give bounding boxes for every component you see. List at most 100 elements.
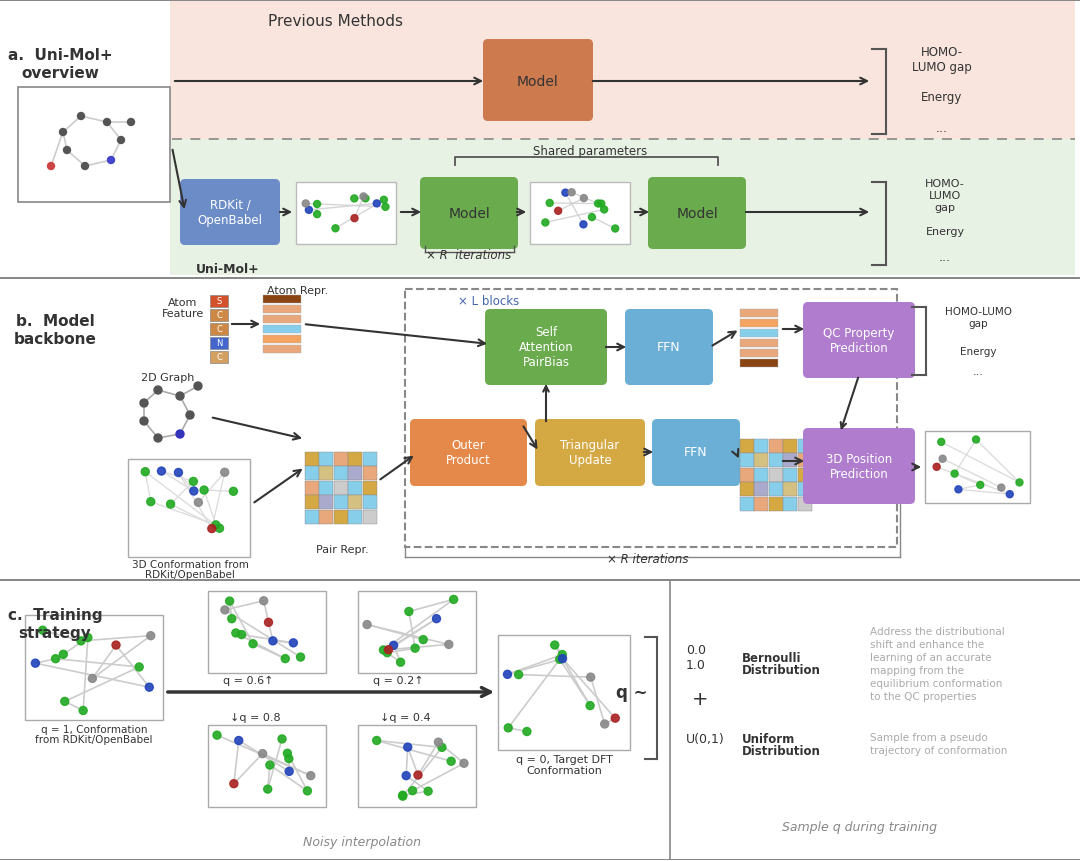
Bar: [348, 496, 362, 510]
Text: 3D Conformation from: 3D Conformation from: [132, 560, 248, 569]
Bar: [363, 510, 377, 523]
Circle shape: [60, 697, 69, 705]
Text: q = 0.6↑: q = 0.6↑: [222, 675, 273, 685]
Bar: [264, 325, 301, 333]
Text: Atom: Atom: [168, 298, 198, 307]
Bar: [264, 306, 301, 313]
Bar: [264, 295, 301, 304]
Circle shape: [306, 208, 312, 214]
Bar: [740, 497, 754, 511]
FancyBboxPatch shape: [648, 177, 746, 250]
Circle shape: [580, 195, 588, 202]
Text: HOMO-
LUMO gap: HOMO- LUMO gap: [913, 46, 972, 74]
Circle shape: [140, 418, 148, 425]
Text: U(0,1): U(0,1): [686, 733, 725, 746]
Bar: [320, 496, 334, 510]
Bar: [798, 439, 811, 454]
Text: ...: ...: [936, 121, 948, 134]
Circle shape: [504, 724, 512, 732]
Circle shape: [158, 468, 165, 475]
Text: QC Property
Prediction: QC Property Prediction: [823, 326, 894, 355]
Text: Model: Model: [448, 207, 490, 220]
Circle shape: [39, 627, 46, 635]
Circle shape: [278, 735, 286, 743]
Circle shape: [611, 715, 619, 722]
Bar: [348, 510, 362, 523]
Circle shape: [249, 640, 257, 648]
Circle shape: [558, 651, 566, 659]
Circle shape: [562, 190, 569, 197]
Circle shape: [146, 684, 153, 691]
Circle shape: [460, 759, 468, 767]
Circle shape: [374, 201, 380, 208]
Text: Conformation: Conformation: [526, 765, 602, 775]
Bar: [18, 88, 170, 202]
Bar: [210, 295, 228, 307]
Text: Pair Repr.: Pair Repr.: [315, 544, 368, 554]
Text: C: C: [216, 311, 221, 320]
Circle shape: [555, 208, 562, 215]
Circle shape: [154, 435, 162, 443]
Circle shape: [200, 486, 208, 494]
Bar: [363, 453, 377, 467]
Bar: [769, 497, 783, 511]
Circle shape: [78, 114, 84, 121]
Bar: [498, 635, 630, 750]
Bar: [740, 454, 754, 468]
Circle shape: [514, 671, 523, 678]
Circle shape: [118, 138, 124, 145]
Text: Uniform: Uniform: [742, 733, 795, 746]
Text: Energy: Energy: [926, 226, 964, 237]
Circle shape: [998, 485, 1004, 492]
Bar: [25, 616, 163, 720]
Circle shape: [220, 468, 229, 477]
Bar: [129, 460, 249, 557]
Circle shape: [373, 737, 380, 745]
Circle shape: [232, 629, 240, 637]
Text: Sample q during training: Sample q during training: [783, 821, 937, 833]
Circle shape: [523, 728, 531, 735]
Text: q = 0.2↑: q = 0.2↑: [373, 675, 423, 685]
Bar: [363, 496, 377, 510]
Text: shift and enhance the: shift and enhance the: [870, 639, 984, 649]
Circle shape: [283, 749, 292, 758]
Text: 3D Position
Prediction: 3D Position Prediction: [826, 453, 892, 480]
Circle shape: [937, 439, 945, 446]
Text: learning of an accurate: learning of an accurate: [870, 653, 991, 662]
Circle shape: [419, 636, 428, 644]
Bar: [783, 468, 797, 482]
Bar: [740, 439, 754, 454]
Circle shape: [127, 120, 135, 127]
Circle shape: [108, 158, 114, 164]
Circle shape: [234, 737, 243, 745]
Bar: [798, 497, 811, 511]
Bar: [0, 278, 1080, 279]
Circle shape: [551, 641, 558, 649]
Circle shape: [586, 673, 595, 681]
Bar: [740, 310, 778, 318]
Bar: [170, 139, 1075, 276]
Text: ↓q = 0.4: ↓q = 0.4: [380, 712, 431, 722]
Text: C: C: [216, 325, 221, 334]
Circle shape: [382, 204, 389, 211]
Text: Model: Model: [676, 207, 718, 220]
Circle shape: [229, 487, 238, 496]
Circle shape: [302, 201, 309, 208]
Bar: [783, 439, 797, 454]
Circle shape: [259, 597, 268, 605]
Bar: [769, 439, 783, 454]
FancyBboxPatch shape: [485, 310, 607, 386]
Bar: [296, 183, 396, 245]
FancyBboxPatch shape: [804, 303, 915, 379]
Circle shape: [408, 787, 417, 795]
Circle shape: [190, 487, 198, 495]
Text: Model: Model: [517, 75, 558, 89]
Circle shape: [207, 525, 216, 533]
Circle shape: [176, 430, 184, 438]
Circle shape: [52, 655, 59, 663]
Circle shape: [383, 649, 391, 657]
Bar: [210, 324, 228, 336]
Circle shape: [59, 651, 67, 659]
Circle shape: [438, 744, 446, 752]
Circle shape: [79, 707, 87, 715]
